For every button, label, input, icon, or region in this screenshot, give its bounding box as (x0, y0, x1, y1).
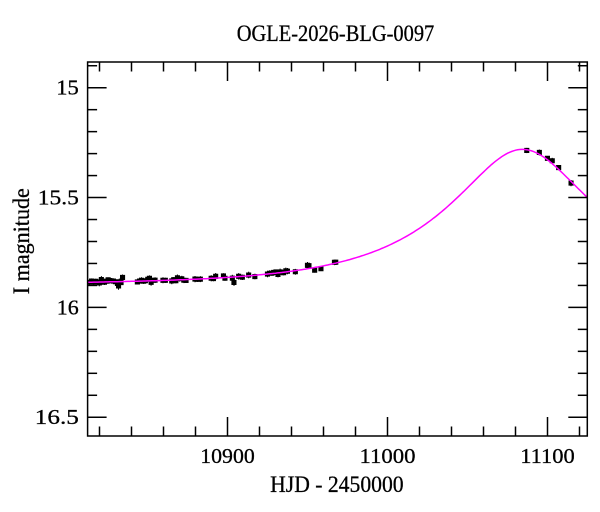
svg-text:11000: 11000 (360, 444, 416, 468)
svg-text:I magnitude: I magnitude (9, 188, 34, 294)
svg-text:15.5: 15.5 (38, 185, 79, 209)
svg-text:15: 15 (56, 76, 79, 100)
svg-text:11100: 11100 (520, 444, 575, 468)
svg-text:16: 16 (57, 295, 79, 319)
svg-text:16.5: 16.5 (35, 405, 79, 429)
svg-text:OGLE-2026-BLG-0097: OGLE-2026-BLG-0097 (237, 21, 435, 46)
svg-text:HJD - 2450000: HJD - 2450000 (270, 472, 404, 497)
svg-text:10900: 10900 (200, 444, 255, 468)
